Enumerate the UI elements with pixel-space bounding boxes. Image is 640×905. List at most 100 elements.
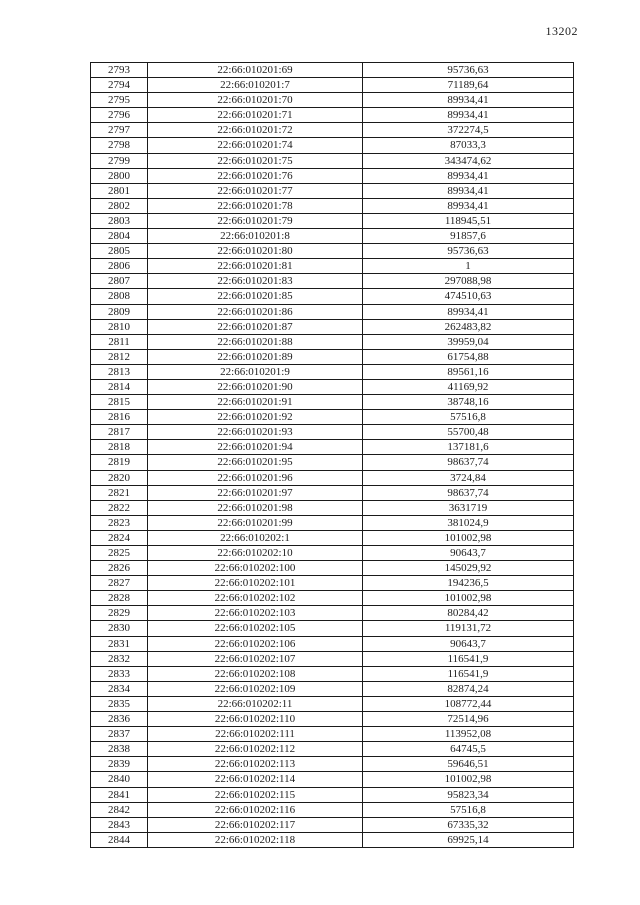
- cadastral-number-cell: 22:66:010202:11: [147, 695, 363, 713]
- cadastral-number-cell: 22:66:010201:97: [147, 484, 363, 501]
- area-value-cell: 64745,5: [362, 741, 574, 758]
- cadastral-number-cell: 22:66:010201:71: [147, 107, 363, 124]
- table-row: 2813 22:66:010201:9 89561,16: [90, 363, 574, 380]
- cadastral-number-cell: 22:66:010202:115: [147, 786, 363, 803]
- table-row: 2818 22:66:010201:94 137181,6: [90, 439, 574, 456]
- row-index-cell: 2840: [90, 771, 148, 788]
- row-index-cell: 2812: [90, 348, 148, 365]
- cadastral-number-cell: 22:66:010201:93: [147, 424, 363, 441]
- cadastral-number-cell: 22:66:010202:105: [147, 620, 363, 637]
- row-index-cell: 2799: [90, 152, 148, 169]
- table-row: 2827 22:66:010202:101 194236,5: [90, 575, 574, 592]
- row-index-cell: 2802: [90, 197, 148, 214]
- area-value-cell: 90643,7: [362, 635, 574, 652]
- cadastral-number-cell: 22:66:010202:112: [147, 741, 363, 758]
- row-index-cell: 2826: [90, 560, 148, 577]
- cadastral-number-cell: 22:66:010202:118: [147, 831, 363, 848]
- row-index-cell: 2815: [90, 394, 148, 411]
- cadastral-number-cell: 22:66:010201:85: [147, 288, 363, 305]
- cadastral-number-cell: 22:66:010202:106: [147, 635, 363, 652]
- row-index-cell: 2842: [90, 801, 148, 818]
- row-index-cell: 2830: [90, 620, 148, 637]
- row-index-cell: 2822: [90, 499, 148, 516]
- row-index-cell: 2806: [90, 258, 148, 275]
- area-value-cell: 80284,42: [362, 605, 574, 622]
- area-value-cell: 101002,98: [362, 590, 574, 607]
- area-value-cell: 108772,44: [362, 695, 574, 713]
- area-value-cell: 381024,9: [362, 514, 574, 531]
- table-row: 2836 22:66:010202:110 72514,96: [90, 711, 574, 728]
- row-index-cell: 2796: [90, 107, 148, 124]
- table-row: 2831 22:66:010202:106 90643,7: [90, 635, 574, 652]
- table-row: 2843 22:66:010202:117 67335,32: [90, 816, 574, 833]
- cadastral-number-cell: 22:66:010201:83: [147, 273, 363, 290]
- table-row: 2797 22:66:010201:72 372274,5: [90, 122, 574, 139]
- table-row: 2809 22:66:010201:86 89934,41: [90, 303, 574, 320]
- cadastral-number-cell: 22:66:010201:76: [147, 167, 363, 184]
- table-row: 2815 22:66:010201:91 38748,16: [90, 394, 574, 411]
- area-value-cell: 116541,9: [362, 665, 574, 682]
- row-index-cell: 2839: [90, 756, 148, 773]
- table-row: 2807 22:66:010201:83 297088,98: [90, 273, 574, 290]
- cadastral-number-cell: 22:66:010201:99: [147, 514, 363, 531]
- area-value-cell: 41169,92: [362, 378, 574, 396]
- table-row: 2819 22:66:010201:95 98637,74: [90, 454, 574, 471]
- table-row: 2825 22:66:010202:10 90643,7: [90, 544, 574, 562]
- area-value-cell: 116541,9: [362, 650, 574, 667]
- cadastral-number-cell: 22:66:010201:69: [147, 61, 363, 79]
- row-index-cell: 2844: [90, 831, 148, 848]
- table-row: 2810 22:66:010201:87 262483,82: [90, 318, 574, 335]
- cadastral-number-cell: 22:66:010201:95: [147, 454, 363, 471]
- cadastral-number-cell: 22:66:010202:110: [147, 711, 363, 728]
- table-row: 2804 22:66:010201:8 91857,6: [90, 228, 574, 245]
- cadastral-number-cell: 22:66:010202:102: [147, 590, 363, 607]
- row-index-cell: 2813: [90, 363, 148, 380]
- cadastral-number-cell: 22:66:010201:98: [147, 499, 363, 516]
- cadastral-number-cell: 22:66:010202:10: [147, 544, 363, 562]
- row-index-cell: 2811: [90, 333, 148, 350]
- row-index-cell: 2803: [90, 212, 148, 230]
- area-value-cell: 98637,74: [362, 454, 574, 471]
- cadastral-number-cell: 22:66:010201:75: [147, 152, 363, 169]
- area-value-cell: 57516,8: [362, 409, 574, 426]
- table-row: 2802 22:66:010201:78 89934,41: [90, 197, 574, 214]
- area-value-cell: 89934,41: [362, 182, 574, 199]
- row-index-cell: 2835: [90, 695, 148, 713]
- area-value-cell: 3631719: [362, 499, 574, 516]
- table-row: 2816 22:66:010201:92 57516,8: [90, 409, 574, 426]
- cadastral-number-cell: 22:66:010201:89: [147, 348, 363, 365]
- cadastral-number-cell: 22:66:010201:86: [147, 303, 363, 320]
- table-row: 2794 22:66:010201:7 71189,64: [90, 77, 574, 94]
- row-index-cell: 2837: [90, 726, 148, 743]
- area-value-cell: 38748,16: [362, 394, 574, 411]
- cadastral-number-cell: 22:66:010201:96: [147, 469, 363, 486]
- area-value-cell: 59646,51: [362, 756, 574, 773]
- cadastral-number-cell: 22:66:010202:100: [147, 560, 363, 577]
- table-row: 2821 22:66:010201:97 98637,74: [90, 484, 574, 501]
- row-index-cell: 2800: [90, 167, 148, 184]
- cadastral-table: 2793 22:66:010201:69 95736,63 2794 22:66:010…: [90, 61, 574, 848]
- cadastral-number-cell: 22:66:010201:92: [147, 409, 363, 426]
- page-number: 13202: [545, 24, 578, 38]
- cadastral-number-cell: 22:66:010202:103: [147, 605, 363, 622]
- table-row: 2829 22:66:010202:103 80284,42: [90, 605, 574, 622]
- row-index-cell: 2805: [90, 243, 148, 260]
- table-row: 2811 22:66:010201:88 39959,04: [90, 333, 574, 350]
- table-row: 2812 22:66:010201:89 61754,88: [90, 348, 574, 365]
- table-row: 2828 22:66:010202:102 101002,98: [90, 590, 574, 607]
- row-index-cell: 2836: [90, 711, 148, 728]
- row-index-cell: 2824: [90, 529, 148, 547]
- table-row: 2820 22:66:010201:96 3724,84: [90, 469, 574, 486]
- area-value-cell: 297088,98: [362, 273, 574, 290]
- area-value-cell: 82874,24: [362, 680, 574, 697]
- cadastral-number-cell: 22:66:010201:81: [147, 258, 363, 275]
- area-value-cell: 39959,04: [362, 333, 574, 350]
- table-row: 2803 22:66:010201:79 118945,51: [90, 212, 574, 230]
- table-row: 2822 22:66:010201:98 3631719: [90, 499, 574, 516]
- table-row: 2823 22:66:010201:99 381024,9: [90, 514, 574, 531]
- row-index-cell: 2804: [90, 228, 148, 245]
- area-value-cell: 137181,6: [362, 439, 574, 456]
- table-row: 2839 22:66:010202:113 59646,51: [90, 756, 574, 773]
- cadastral-number-cell: 22:66:010202:1: [147, 529, 363, 547]
- table-row: 2795 22:66:010201:70 89934,41: [90, 92, 574, 109]
